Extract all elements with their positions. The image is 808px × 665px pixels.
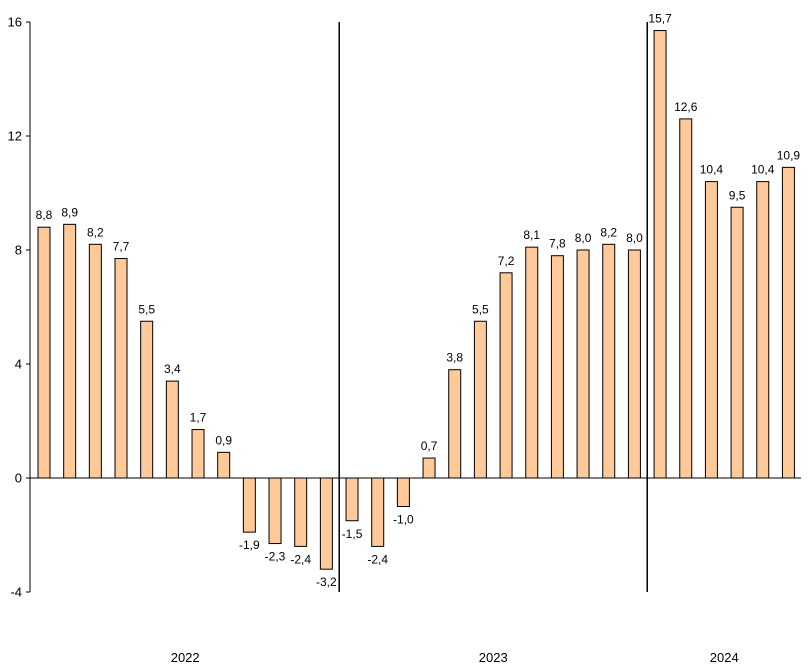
- y-axis: -4 0 4 8 12 16: [8, 15, 31, 600]
- data-label: 10,4: [751, 163, 775, 177]
- data-label: 8,1: [523, 228, 540, 242]
- year-label: 2023: [479, 650, 508, 665]
- data-label: 12,6: [674, 100, 698, 114]
- y-tick-label: -4: [10, 585, 22, 600]
- bar: [627, 249, 641, 479]
- bar: [63, 223, 77, 479]
- bar: [114, 258, 128, 479]
- bar: [345, 477, 359, 522]
- bar: [140, 320, 154, 479]
- data-label: 8,0: [626, 231, 643, 245]
- bar: [679, 118, 693, 479]
- bar: [525, 246, 539, 479]
- data-label: 8,8: [36, 208, 53, 222]
- data-label: 7,2: [498, 254, 515, 268]
- data-labels: 8,8 8,9 8,2 7,7 5,5 3,4 1,7 0,9 -1,9 -2,3 -2,4 -3,2…: [36, 12, 801, 590]
- bar: [88, 243, 102, 479]
- y-tick-label: 4: [15, 357, 22, 372]
- bar: [781, 166, 795, 479]
- bar: [319, 477, 333, 570]
- data-label: 10,4: [700, 163, 724, 177]
- year-labels: 2022 2023 2024: [171, 650, 739, 665]
- data-label: 5,5: [472, 302, 489, 316]
- bars: [37, 30, 795, 570]
- year-label: 2024: [710, 650, 739, 665]
- bar: [653, 30, 667, 479]
- bar: [550, 255, 564, 479]
- data-label: 0,7: [421, 439, 438, 453]
- bar: [191, 429, 205, 479]
- data-label: 0,9: [215, 433, 232, 447]
- data-label: 3,4: [164, 362, 181, 376]
- data-label: -2,4: [367, 552, 388, 566]
- bar: [704, 181, 718, 479]
- data-label: 8,9: [61, 205, 78, 219]
- bar: [756, 181, 770, 479]
- bar: [371, 477, 385, 547]
- data-label: 1,7: [190, 411, 207, 425]
- year-separators: [338, 22, 648, 592]
- bar: [422, 457, 436, 479]
- data-label: -1,9: [239, 538, 260, 552]
- y-tick-label: 12: [8, 129, 22, 144]
- data-label: -1,5: [342, 527, 363, 541]
- data-label: -2,4: [290, 552, 311, 566]
- bar: [37, 226, 51, 479]
- data-label: 5,5: [138, 302, 155, 316]
- bar: [217, 451, 231, 479]
- data-label: 8,0: [575, 231, 592, 245]
- y-tick-label: 0: [15, 471, 22, 486]
- data-label: 15,7: [648, 12, 672, 26]
- data-label: 10,9: [777, 148, 801, 162]
- data-label: 7,8: [549, 237, 566, 251]
- data-label: -3,2: [316, 575, 337, 589]
- bar: [165, 380, 179, 479]
- bar: [448, 369, 462, 479]
- data-label: 9,5: [729, 188, 746, 202]
- data-label: -2,3: [265, 550, 286, 564]
- data-label: 7,7: [113, 240, 130, 254]
- bar: [242, 477, 256, 533]
- bar: [499, 272, 513, 479]
- bar: [294, 477, 308, 547]
- data-label: 8,2: [600, 225, 617, 239]
- bar: [602, 243, 616, 479]
- bar: [268, 477, 282, 545]
- bar: [473, 320, 487, 479]
- bar: [576, 249, 590, 479]
- year-label: 2022: [171, 650, 200, 665]
- y-tick-label: 16: [8, 15, 22, 30]
- data-label: -1,0: [393, 513, 414, 527]
- y-tick-label: 8: [15, 243, 22, 258]
- data-label: 8,2: [87, 225, 104, 239]
- data-label: 3,8: [446, 351, 463, 365]
- bar: [396, 477, 410, 507]
- bar: [730, 206, 744, 479]
